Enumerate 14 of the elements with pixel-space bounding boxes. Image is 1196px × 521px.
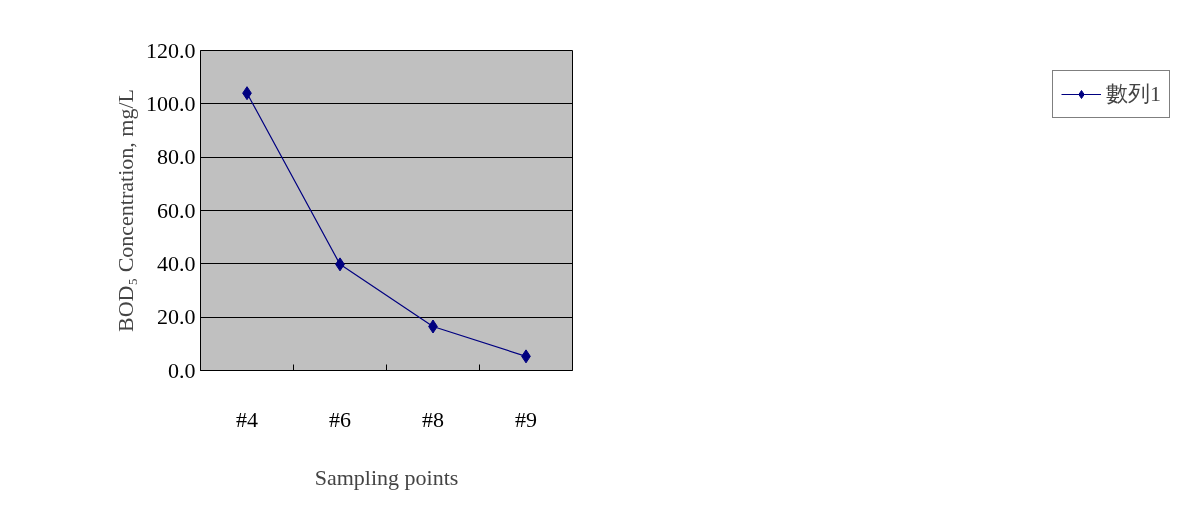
x-tick-label: #9 xyxy=(515,406,537,432)
y-tick-label: 60.0 xyxy=(157,197,196,223)
legend-label: 數列1 xyxy=(1106,80,1161,108)
y-tick-label: 0.0 xyxy=(168,357,196,383)
y-tick-label: 100.0 xyxy=(146,90,196,116)
y-tick-label: 80.0 xyxy=(157,144,196,170)
x-tick-label: #6 xyxy=(329,406,351,432)
y-axis-title: BOD₅ Concentration, mg/L xyxy=(113,89,138,332)
y-tick-label: 20.0 xyxy=(157,304,196,330)
x-axis-title: Sampling points xyxy=(314,464,459,490)
x-tick-label: #4 xyxy=(236,406,258,432)
y-tick-label: 40.0 xyxy=(157,250,196,276)
x-tick-label: #8 xyxy=(422,406,444,432)
y-tick-label: 120.0 xyxy=(146,37,196,63)
